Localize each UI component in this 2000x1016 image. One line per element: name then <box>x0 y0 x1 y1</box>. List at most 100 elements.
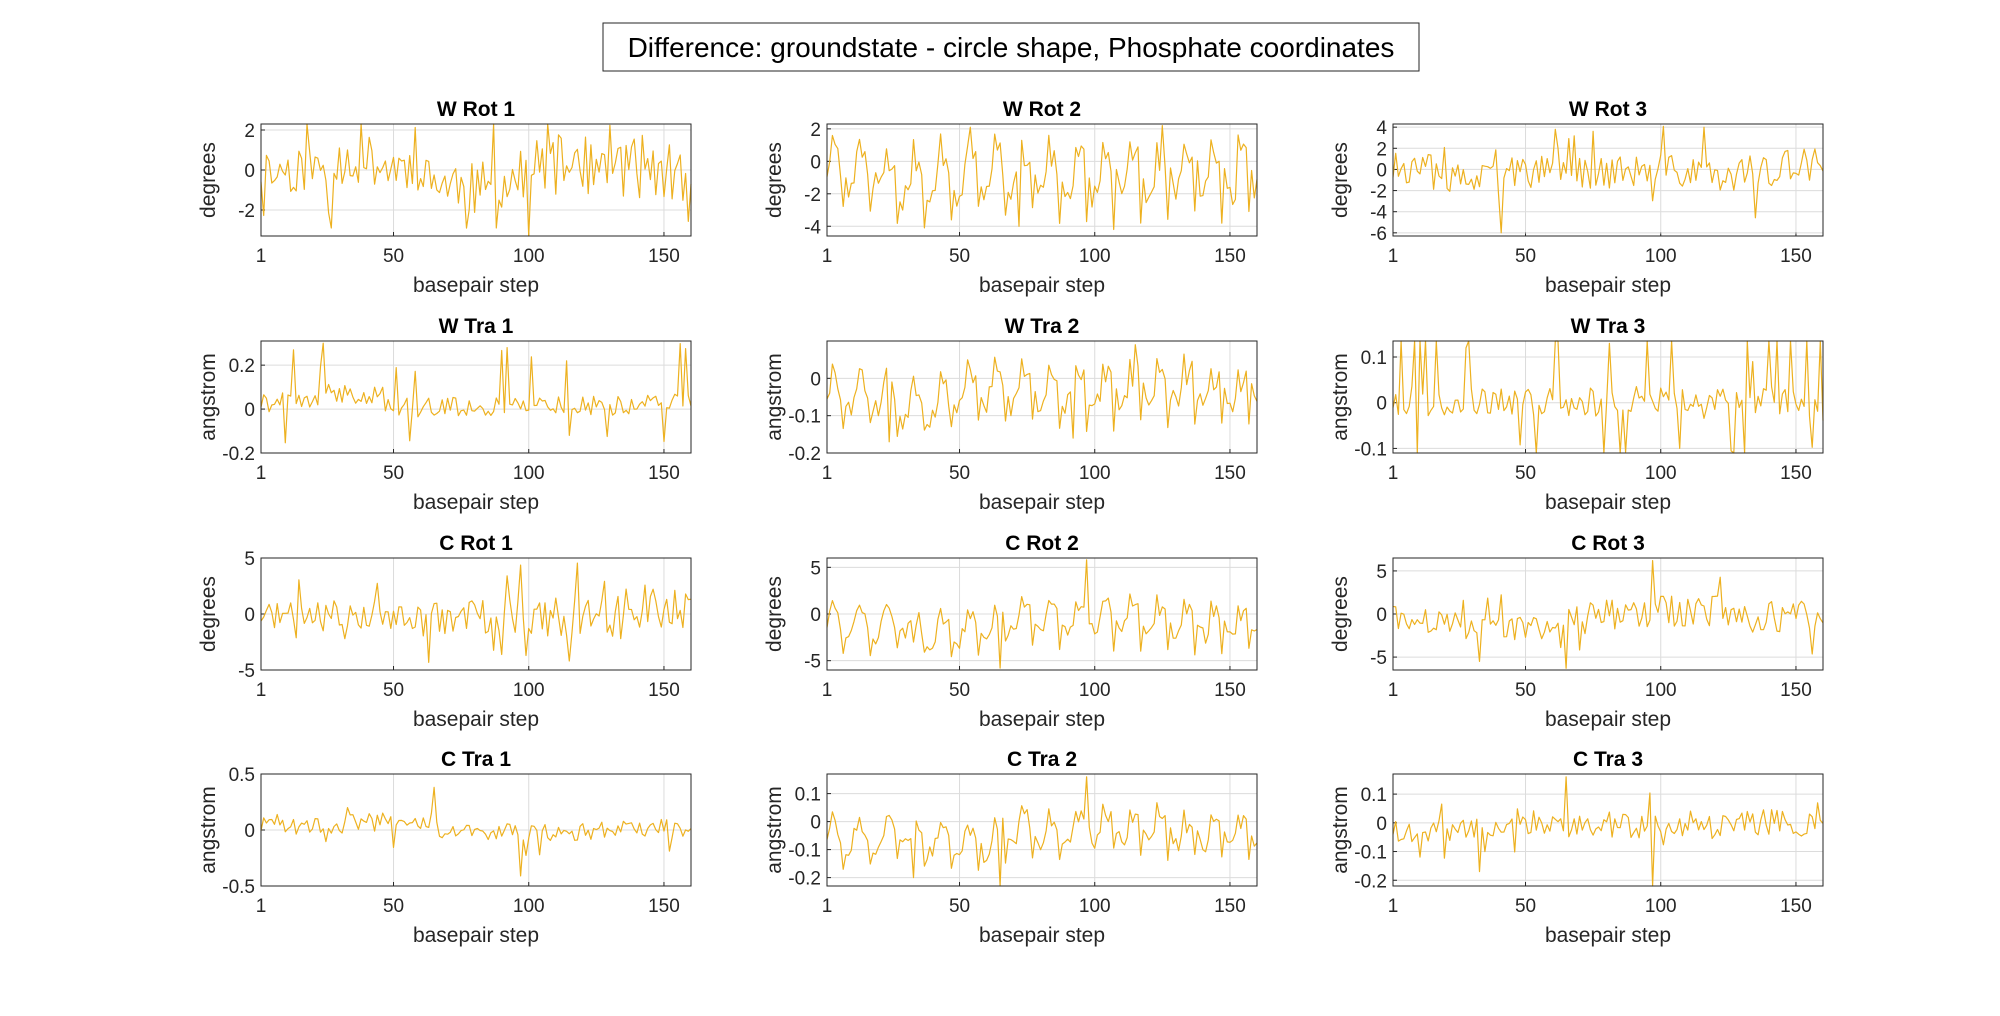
series-line <box>1392 560 1824 669</box>
x-tick-label: 150 <box>1780 680 1812 701</box>
x-tick-label: 150 <box>648 896 680 917</box>
y-tick-label: -2 <box>238 201 255 222</box>
subplot-title: C Rot 1 <box>439 532 513 555</box>
subplot-title: W Tra 1 <box>439 315 514 338</box>
series-line <box>826 125 1258 231</box>
y-axis-label: angstrom <box>1329 353 1352 441</box>
y-tick-label: -6 <box>1370 224 1387 245</box>
axes-frame <box>1392 557 1824 671</box>
x-tick-label: 1 <box>1388 680 1399 701</box>
axes-box <box>260 123 692 237</box>
y-axis-label: angstrom <box>197 353 220 441</box>
x-tick-label: 100 <box>1079 246 1111 267</box>
x-tick-label: 150 <box>648 463 680 484</box>
x-tick-label: 1 <box>1388 463 1399 484</box>
axes-frame <box>826 773 1258 887</box>
axes-box <box>826 340 1258 454</box>
y-tick-label: 2 <box>244 121 255 142</box>
x-tick-label: 100 <box>513 680 545 701</box>
axes-box <box>1392 340 1824 454</box>
y-tick-label: -0.2 <box>1354 871 1387 892</box>
subplot-title: W Tra 2 <box>1005 315 1080 338</box>
y-tick-label: 0 <box>1376 160 1387 181</box>
y-tick-label: 0 <box>244 400 255 421</box>
x-axis-label: basepair step <box>979 708 1105 731</box>
y-tick-label: -2 <box>1370 182 1387 203</box>
y-tick-label: 0.1 <box>1361 785 1387 806</box>
series-line <box>260 562 692 663</box>
y-tick-label: 0 <box>810 152 821 173</box>
series-line <box>1392 125 1824 234</box>
x-axis-label: basepair step <box>413 491 539 514</box>
x-tick-label: 150 <box>1780 463 1812 484</box>
x-tick-label: 50 <box>383 680 404 701</box>
axes-frame <box>826 340 1258 454</box>
x-tick-label: 100 <box>513 246 545 267</box>
x-axis-label: basepair step <box>979 491 1105 514</box>
y-tick-label: 0 <box>244 821 255 842</box>
x-axis-label: basepair step <box>979 274 1105 297</box>
axes-frame <box>826 123 1258 237</box>
x-tick-label: 150 <box>1214 463 1246 484</box>
y-tick-label: 0 <box>810 605 821 626</box>
y-tick-label: -0.2 <box>788 869 821 890</box>
subplot-title: W Rot 1 <box>437 98 515 121</box>
y-tick-label: 5 <box>810 558 821 579</box>
series-line <box>1392 340 1824 454</box>
series-line <box>826 559 1258 669</box>
y-axis-label: degrees <box>197 142 220 218</box>
y-axis-label: degrees <box>763 142 786 218</box>
y-tick-label: -0.1 <box>788 407 821 428</box>
y-tick-label: 4 <box>1376 118 1387 139</box>
x-tick-label: 100 <box>513 463 545 484</box>
axes-frame <box>260 123 692 237</box>
y-tick-label: 0 <box>810 369 821 390</box>
y-tick-label: -4 <box>1370 203 1387 224</box>
x-tick-label: 100 <box>1645 896 1677 917</box>
x-tick-label: 100 <box>1645 680 1677 701</box>
x-tick-label: 1 <box>256 896 267 917</box>
axes-frame <box>260 557 692 671</box>
y-tick-label: -0.1 <box>1354 439 1387 460</box>
subplot-title: W Rot 3 <box>1569 98 1647 121</box>
x-tick-label: 100 <box>513 896 545 917</box>
axes-frame <box>1392 340 1824 454</box>
x-axis-label: basepair step <box>979 924 1105 947</box>
x-axis-label: basepair step <box>1545 491 1671 514</box>
y-tick-label: -4 <box>804 217 821 238</box>
subplot-title: C Tra 3 <box>1573 748 1643 771</box>
y-tick-label: -0.5 <box>222 877 255 898</box>
x-tick-label: 50 <box>949 246 970 267</box>
y-tick-label: 2 <box>1376 139 1387 160</box>
series-line <box>260 123 692 237</box>
x-axis-label: basepair step <box>1545 274 1671 297</box>
y-tick-label: 2 <box>810 120 821 141</box>
x-axis-label: basepair step <box>413 924 539 947</box>
subplot-title: C Rot 2 <box>1005 532 1079 555</box>
y-tick-label: 0.5 <box>229 765 255 786</box>
figure-title-box <box>602 22 1420 72</box>
y-tick-label: 0 <box>244 605 255 626</box>
y-tick-label: -2 <box>804 185 821 206</box>
x-tick-label: 150 <box>1780 246 1812 267</box>
y-tick-label: 0.1 <box>795 785 821 806</box>
series-line <box>260 786 692 877</box>
y-tick-label: 0 <box>244 161 255 182</box>
y-tick-label: -0.1 <box>1354 843 1387 864</box>
subplot-title: W Rot 2 <box>1003 98 1081 121</box>
axes-frame <box>826 557 1258 671</box>
y-axis-label: angstrom <box>197 786 220 874</box>
axes-frame <box>260 773 692 887</box>
x-tick-label: 100 <box>1645 463 1677 484</box>
axes-frame <box>1392 773 1824 887</box>
series-line <box>260 342 692 444</box>
subplot-title: C Tra 2 <box>1007 748 1077 771</box>
x-tick-label: 100 <box>1079 463 1111 484</box>
